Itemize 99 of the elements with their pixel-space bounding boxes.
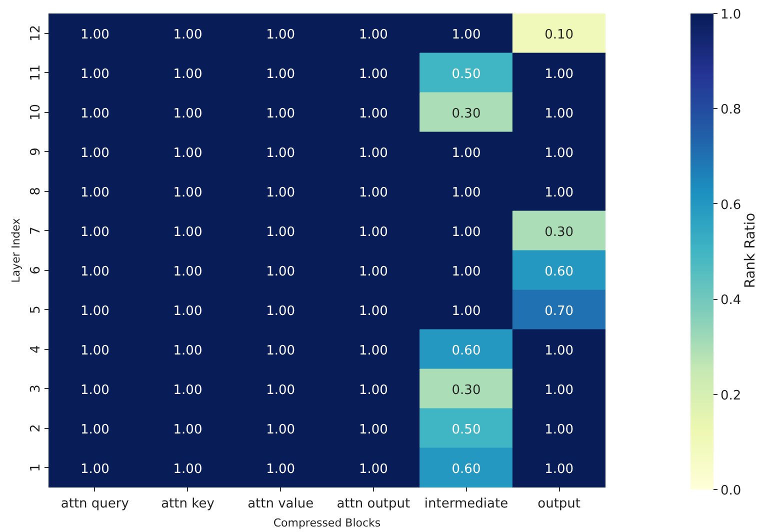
data-label: 1.00 xyxy=(544,382,574,398)
data-label: 1.00 xyxy=(80,382,110,398)
data-label: 0.10 xyxy=(544,27,574,42)
y-tick-label: 3 xyxy=(28,384,44,393)
data-label: 1.00 xyxy=(358,343,388,358)
data-label: 1.00 xyxy=(358,304,388,319)
data-label: 1.00 xyxy=(266,224,296,240)
data-label: 0.50 xyxy=(452,66,481,82)
data-label: 1.00 xyxy=(266,462,296,477)
y-tick-label: 11 xyxy=(28,64,44,82)
data-label: 1.00 xyxy=(266,343,296,358)
data-label: 1.00 xyxy=(544,343,574,358)
data-label: 1.00 xyxy=(173,343,202,358)
data-label: 1.00 xyxy=(80,422,110,438)
data-label: 1.00 xyxy=(266,106,296,122)
data-label: 0.60 xyxy=(452,343,481,358)
data-label: 1.00 xyxy=(358,382,388,398)
data-label: 1.00 xyxy=(80,224,110,240)
color-bar-label: 1.0 xyxy=(720,8,742,22)
data-label: 0.60 xyxy=(452,462,481,477)
data-label: 1.00 xyxy=(173,304,202,319)
data-label: 1.00 xyxy=(266,27,296,42)
color-bar-label: 0.4 xyxy=(720,293,742,308)
data-label: 1.00 xyxy=(80,343,110,358)
data-label: 1.00 xyxy=(173,106,202,122)
data-label: 1.00 xyxy=(173,66,202,82)
data-label: 1.00 xyxy=(544,462,574,477)
data-label: 1.00 xyxy=(80,106,110,122)
data-label: 0.70 xyxy=(544,304,574,319)
data-label: 1.00 xyxy=(544,146,574,161)
data-label: 1.00 xyxy=(80,185,110,200)
data-label: 1.00 xyxy=(266,382,296,398)
x-tick-label: intermediate xyxy=(424,496,508,512)
data-label: 1.00 xyxy=(358,106,388,122)
y-tick-label: 1 xyxy=(28,464,44,472)
data-label: 1.00 xyxy=(266,66,296,82)
data-label: 1.00 xyxy=(173,146,202,161)
y-axis-title: Layer Index xyxy=(10,218,22,283)
data-label: 1.00 xyxy=(358,185,388,200)
data-label: 1.00 xyxy=(452,224,481,240)
y-tick-label: 8 xyxy=(28,187,44,196)
data-label: 1.00 xyxy=(358,66,388,82)
data-label: 1.00 xyxy=(80,304,110,319)
data-label: 1.00 xyxy=(358,462,388,477)
data-label: 1.00 xyxy=(452,146,481,161)
data-label: 1.00 xyxy=(452,264,481,280)
data-label: 1.00 xyxy=(266,422,296,438)
y-tick-label: 9 xyxy=(28,148,44,156)
data-label: 1.00 xyxy=(80,66,110,82)
y-tick-label: 2 xyxy=(28,424,44,432)
data-label: 1.00 xyxy=(173,382,202,398)
y-tick-label: 4 xyxy=(28,345,44,354)
data-label: 1.00 xyxy=(80,27,110,42)
data-label: 1.00 xyxy=(266,146,296,161)
data-label: 1.00 xyxy=(358,264,388,280)
data-label: 1.00 xyxy=(266,304,296,319)
data-label: 1.00 xyxy=(173,422,202,438)
data-label: 1.00 xyxy=(544,106,574,122)
y-tick-label: 7 xyxy=(28,226,44,235)
data-label: 1.00 xyxy=(80,146,110,161)
color-bar-label: 0.2 xyxy=(720,388,742,404)
data-label: 1.00 xyxy=(452,185,481,200)
y-tick-label: 10 xyxy=(28,104,44,121)
data-label: 1.00 xyxy=(80,462,110,477)
x-tick-label: output xyxy=(538,496,581,512)
data-label: 1.00 xyxy=(544,185,574,200)
data-label: 1.00 xyxy=(358,146,388,161)
data-label: 1.00 xyxy=(266,185,296,200)
data-label: 0.30 xyxy=(544,224,574,240)
x-tick-label: attn query xyxy=(60,496,130,512)
data-label: 1.00 xyxy=(173,264,202,280)
color-bar-label: 0.6 xyxy=(720,198,742,213)
data-label: 1.00 xyxy=(80,264,110,280)
color-bar-label: 0.8 xyxy=(720,102,742,118)
x-tick-label: attn value xyxy=(248,496,314,512)
data-label: 1.00 xyxy=(358,224,388,240)
data-label: 1.00 xyxy=(266,264,296,280)
data-label: 1.00 xyxy=(173,462,202,477)
data-label: 0.50 xyxy=(452,422,481,438)
x-tick-label: attn key xyxy=(161,496,215,512)
data-label: 1.00 xyxy=(358,422,388,438)
data-label: 1.00 xyxy=(358,27,388,42)
data-label: 1.00 xyxy=(452,27,481,42)
x-tick-label: attn output xyxy=(336,496,410,512)
data-label: 1.00 xyxy=(452,304,481,319)
y-tick-label: 12 xyxy=(28,24,44,42)
data-label: 1.00 xyxy=(173,224,202,240)
data-label: 0.30 xyxy=(452,382,481,398)
data-label: 0.30 xyxy=(452,106,481,122)
data-label: 0.60 xyxy=(544,264,574,280)
data-label: 1.00 xyxy=(544,422,574,438)
data-label: 1.00 xyxy=(544,66,574,82)
y-tick-label: 5 xyxy=(28,306,44,314)
data-label: 1.00 xyxy=(173,27,202,42)
data-label: 1.00 xyxy=(173,185,202,200)
color-bar-title: Rank Ratio xyxy=(742,212,758,288)
x-axis-title: Compressed Blocks xyxy=(273,516,381,530)
color-bar-label: 0.0 xyxy=(720,484,742,498)
y-tick-label: 6 xyxy=(28,266,44,274)
